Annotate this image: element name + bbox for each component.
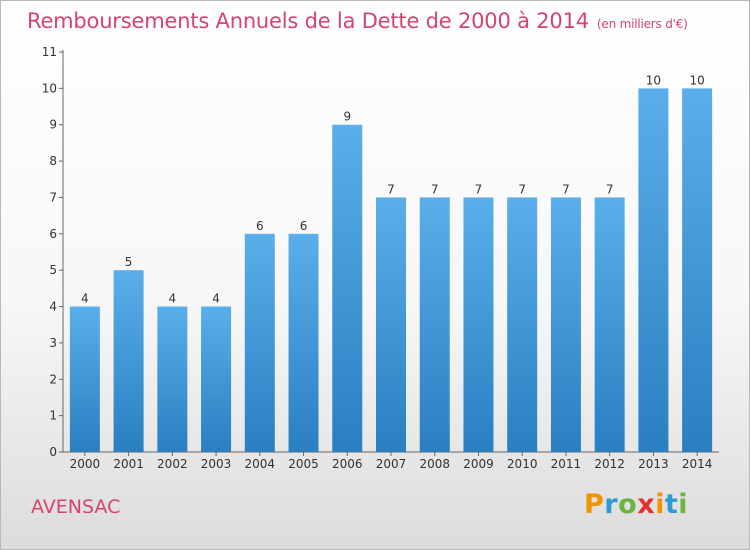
bar (419, 197, 450, 452)
data-label: 4 (81, 292, 89, 306)
x-tick-label: 2010 (507, 457, 538, 471)
commune-name: AVENSAC (31, 496, 121, 518)
x-tick-label: 2001 (113, 457, 144, 471)
data-label: 7 (431, 182, 439, 196)
x-tick-label: 2000 (70, 457, 101, 471)
bar (113, 270, 144, 452)
data-label: 4 (212, 292, 220, 306)
data-label: 7 (387, 182, 395, 196)
y-tick-label: 9 (49, 118, 57, 132)
y-tick-label: 11 (42, 45, 57, 59)
x-tick-label: 2013 (638, 457, 669, 471)
bar (376, 197, 406, 452)
bar (638, 88, 669, 452)
x-tick-label: 2007 (376, 457, 407, 471)
y-tick-label: 0 (49, 445, 57, 459)
bar (244, 233, 275, 452)
data-label: 7 (606, 182, 614, 196)
data-label: 4 (169, 292, 177, 306)
bar (332, 124, 363, 453)
y-tick-label: 2 (49, 372, 57, 386)
chart-title: Remboursements Annuels de la Dette de 20… (27, 9, 688, 33)
bar (507, 197, 538, 452)
y-tick-label: 7 (49, 190, 57, 204)
data-label: 7 (518, 182, 526, 196)
x-tick-label: 2003 (201, 457, 232, 471)
data-label: 7 (475, 182, 483, 196)
data-label: 5 (125, 255, 133, 269)
chart-data-labels: 4 5 4 4 6 6 9 7 7 7 7 7 7 10 10 (81, 73, 705, 305)
y-tick-label: 10 (42, 81, 57, 95)
bar (201, 306, 232, 452)
chart-axes: 0 1 2 3 4 5 6 7 8 9 10 11 2000 2001 2002 2003 2004 2005 20… (42, 45, 719, 471)
x-tick-label: 2002 (157, 457, 188, 471)
x-tick-label: 2014 (682, 457, 713, 471)
bar (682, 88, 713, 452)
y-tick-label: 3 (49, 336, 57, 350)
bar (157, 306, 188, 452)
bar (550, 197, 581, 452)
x-tick-label: 2006 (332, 457, 363, 471)
data-label: 10 (689, 73, 704, 87)
y-tick-label: 6 (49, 227, 57, 241)
title-text: Remboursements Annuels de la Dette de 20… (27, 9, 589, 33)
proxiti-logo[interactable]: Proxiti (584, 489, 689, 520)
bar (69, 306, 100, 452)
x-tick-label: 2004 (245, 457, 276, 471)
data-label: 6 (300, 219, 308, 233)
data-label: 7 (562, 182, 570, 196)
y-tick-label: 4 (49, 300, 57, 314)
x-tick-label: 2005 (288, 457, 319, 471)
chart-unit: (en milliers d'€) (596, 17, 688, 31)
x-tick-label: 2011 (551, 457, 582, 471)
data-label: 9 (343, 110, 351, 124)
y-tick-label: 8 (49, 154, 57, 168)
y-tick-label: 1 (49, 409, 57, 423)
bar (463, 197, 494, 452)
y-tick-label: 5 (49, 263, 57, 277)
x-tick-label: 2012 (594, 457, 625, 471)
x-tick-label: 2008 (419, 457, 450, 471)
chart-bars (69, 88, 713, 453)
data-label: 10 (646, 73, 661, 87)
data-label: 6 (256, 219, 264, 233)
bar (594, 197, 625, 452)
x-tick-label: 2009 (463, 457, 494, 471)
bar (288, 233, 319, 452)
